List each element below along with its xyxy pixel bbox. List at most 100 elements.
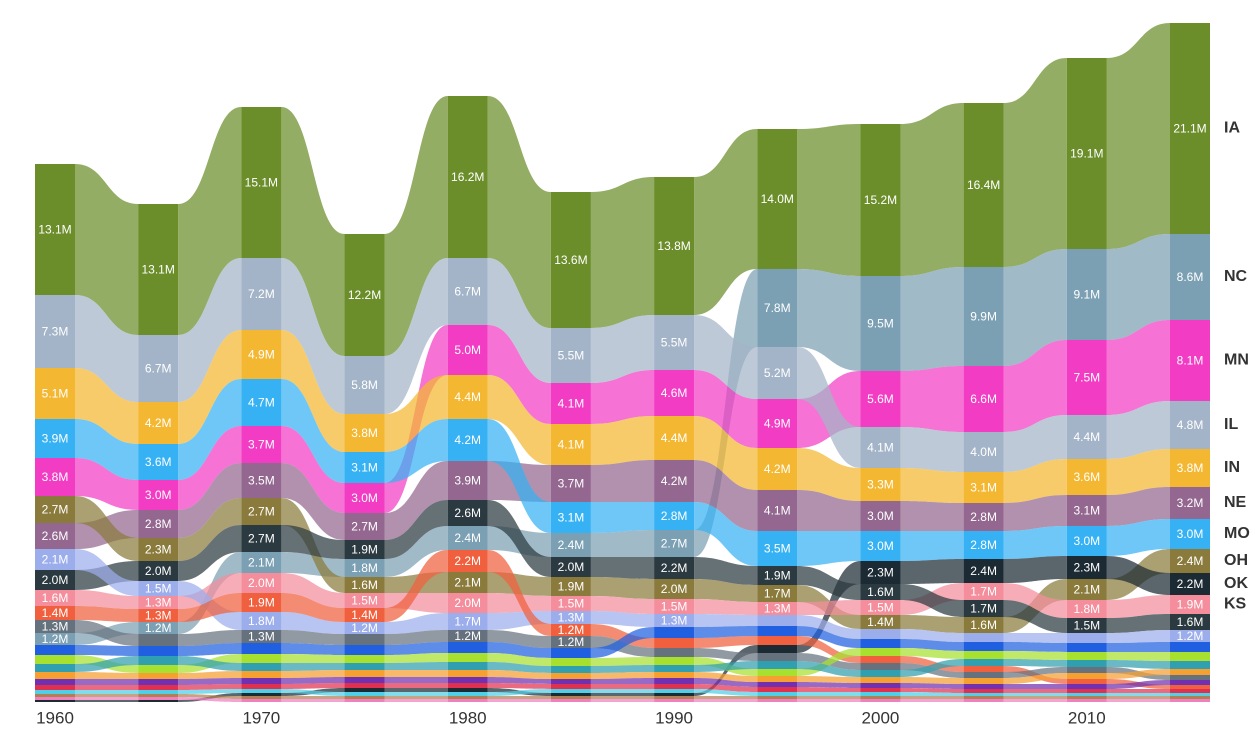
column-segment: [447, 683, 488, 688]
value-label: 4.7M: [248, 396, 275, 410]
ribbon: [900, 615, 964, 633]
column-segment: [344, 655, 385, 663]
ribbon: [590, 370, 655, 424]
ribbon: [384, 526, 448, 577]
value-label: 14.0M: [761, 192, 794, 206]
column-segment: [654, 557, 695, 579]
column-segment: [963, 503, 1004, 531]
value-label: 1.2M: [42, 632, 69, 646]
value-label: 1.2M: [558, 623, 585, 637]
ribbon: [590, 577, 655, 599]
ribbon: [1003, 583, 1067, 618]
value-label: 1.5M: [558, 597, 585, 611]
ribbon: [75, 549, 139, 596]
ribbon: [797, 531, 861, 566]
column-segment: [860, 531, 901, 561]
column-segment: [447, 96, 488, 258]
value-label: 3.8M: [351, 426, 378, 440]
column-segment: [654, 579, 695, 599]
value-label: 5.2M: [764, 366, 791, 380]
column-segment: [654, 599, 695, 614]
value-label: 2.2M: [454, 554, 481, 568]
ribbon: [694, 636, 758, 648]
value-label: 1.7M: [764, 587, 791, 601]
ribbon: [590, 502, 655, 533]
x-tick-label: 1960: [36, 708, 74, 727]
column-segment: [860, 656, 901, 663]
value-label: 1.4M: [351, 608, 378, 622]
ribbon: [75, 496, 139, 561]
column-segment: [35, 368, 75, 419]
column-segment: [35, 570, 75, 590]
column-segment: [241, 593, 282, 612]
ribbon: [1003, 249, 1067, 366]
column-segment: [35, 295, 75, 368]
column-segment: [860, 468, 901, 501]
series-label: IN: [1224, 459, 1240, 476]
series-label: OK: [1224, 575, 1248, 592]
ribbon: [590, 315, 655, 383]
column-segment: [138, 204, 179, 335]
column-segment: [447, 526, 488, 550]
ribbon: [797, 699, 861, 702]
ribbon: [487, 630, 551, 648]
column-segment: [654, 648, 695, 657]
ribbon: [487, 642, 551, 658]
ribbon: [384, 653, 448, 663]
value-label: 3.2M: [1177, 496, 1204, 510]
ribbon: [900, 584, 964, 617]
column-segment: [344, 688, 385, 692]
column-segment: [1066, 58, 1107, 249]
column-segment: [138, 656, 179, 665]
ribbon: [900, 531, 964, 561]
value-label: 9.5M: [867, 317, 894, 331]
column-segment: [550, 624, 591, 636]
ribbon: [694, 696, 758, 699]
column-segment: [35, 655, 75, 664]
column-segment: [860, 629, 901, 639]
ribbon: [694, 684, 758, 692]
column-segment: [447, 593, 488, 613]
value-label: 3.9M: [42, 432, 69, 446]
column-segment: [860, 696, 901, 699]
ribbon: [797, 615, 861, 639]
column-segment: [35, 685, 75, 690]
column-segment: [138, 673, 179, 679]
ribbon: [1106, 699, 1170, 702]
ribbon: [900, 659, 964, 677]
column-segment: [241, 379, 282, 426]
value-label: 2.0M: [661, 582, 688, 596]
column-segment: [1170, 23, 1210, 234]
column-segment: [757, 692, 798, 696]
value-label: 3.0M: [867, 509, 894, 523]
value-label: 4.1M: [558, 438, 585, 452]
column-segment: [963, 633, 1004, 642]
column-segment: [447, 325, 488, 375]
column-segment: [1170, 449, 1210, 487]
column-segment: [35, 523, 75, 549]
column-segment: [241, 107, 282, 258]
ribbon: [590, 693, 655, 696]
ribbon: [797, 124, 861, 276]
ribbon: [590, 460, 655, 502]
ribbon: [75, 458, 139, 510]
column-segment: [447, 500, 488, 526]
column-segment: [860, 683, 901, 688]
value-label: 4.1M: [764, 504, 791, 518]
column-segment: [241, 678, 282, 684]
column-segment: [138, 665, 179, 673]
value-label: 3.7M: [558, 477, 585, 491]
ribbon: [1003, 673, 1067, 684]
ribbon: [384, 613, 448, 634]
column-segment: [138, 335, 179, 402]
column-segment: [1066, 600, 1107, 618]
value-label: 2.8M: [970, 538, 997, 552]
ribbon: [178, 426, 242, 510]
column-segment: [860, 699, 901, 702]
column-segment: [654, 502, 695, 530]
ribbon: [1106, 660, 1170, 669]
column-segment: [860, 615, 901, 629]
column-segment: [447, 670, 488, 677]
ribbon: [590, 665, 655, 673]
value-label: 2.1M: [454, 576, 481, 590]
